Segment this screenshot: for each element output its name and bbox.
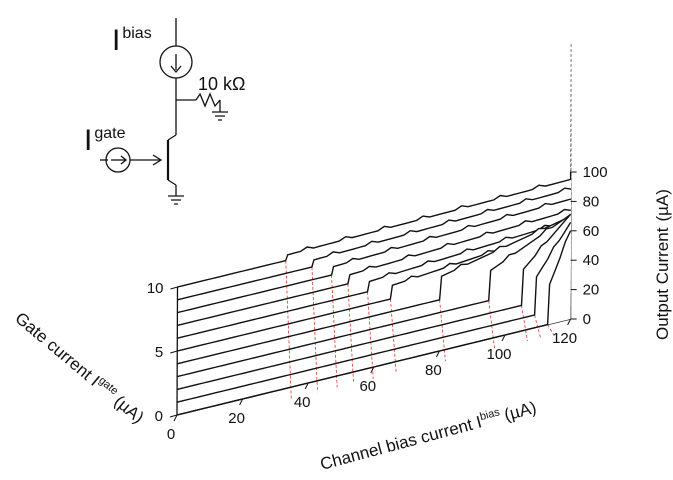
traces: [176, 178, 572, 416]
x-axis-label: Channel bias current Ibias(µA): [318, 397, 539, 474]
trace-line: [177, 178, 572, 288]
trace-line: [176, 222, 572, 403]
trace-fill: [177, 214, 571, 377]
z-grid-line: [570, 43, 572, 173]
switch-marker: [347, 283, 354, 384]
x-tick-label: 0: [167, 426, 175, 443]
z-tick-label: 60: [583, 223, 600, 240]
y-axis-label: Gate current Igate(µA): [11, 308, 148, 427]
y-tick-label: 5: [155, 344, 163, 361]
x-tick: [304, 382, 309, 390]
z-tick-label: 80: [583, 193, 600, 210]
x-tick: [173, 414, 178, 422]
switch-marker: [488, 300, 495, 350]
x-tick-label: 120: [552, 330, 577, 347]
y-tick-label: 0: [155, 408, 163, 425]
y-tick: [170, 286, 178, 290]
x-tick-label: 80: [425, 362, 442, 379]
switch-marker: [285, 260, 292, 399]
z-tick-label: 100: [583, 164, 608, 181]
trace-line: [177, 213, 572, 378]
switch-marker: [367, 291, 374, 379]
x-tick: [501, 334, 506, 342]
x-tick: [370, 366, 375, 374]
y-tick-label: 10: [147, 280, 164, 297]
trace-line: [177, 219, 572, 339]
x-tick-label: 100: [486, 346, 511, 363]
circuit-inset: [100, 18, 228, 205]
switch-marker: [439, 299, 446, 362]
z-axis-label: Output Current(µA): [653, 189, 672, 340]
switch-marker: [521, 305, 528, 342]
y-tick: [169, 414, 178, 418]
gate-wire-arrow: [152, 154, 163, 166]
trace-line: [176, 230, 572, 416]
x-tick-label: 40: [294, 394, 311, 411]
trace-line: [177, 187, 572, 301]
resistor-label: 10 kΩ: [198, 74, 245, 94]
resistor-icon: [195, 92, 221, 108]
trace-fill: [177, 188, 571, 300]
ground-icon-2: [168, 195, 184, 205]
x-tick: [435, 350, 440, 358]
ground-icon: [212, 111, 228, 121]
z-tick-label: 20: [583, 282, 600, 299]
switch-marker: [331, 274, 338, 388]
z-tick-label: 0: [583, 311, 591, 328]
trace-line: [177, 215, 572, 365]
x-tick-label: 60: [359, 378, 376, 395]
trace-line: [177, 198, 572, 314]
z-tick-label: 40: [583, 252, 600, 269]
x-tick: [567, 318, 572, 326]
trace-line: [177, 208, 571, 327]
y-tick: [170, 350, 178, 354]
trace-fill: [177, 199, 571, 313]
switch-marker: [547, 324, 554, 335]
x-tick: [239, 398, 244, 406]
bias-arrow-head: [170, 65, 182, 74]
x-tick-label: 20: [228, 410, 245, 427]
trace-line: [176, 213, 572, 391]
gate-arrow-head: [120, 155, 128, 165]
transistor-terminals: [167, 134, 177, 186]
